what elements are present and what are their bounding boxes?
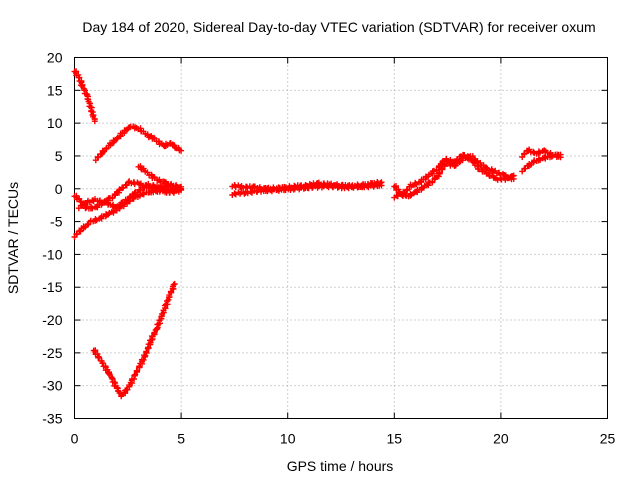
series-b	[92, 123, 185, 164]
y-tick-label: 5	[55, 148, 63, 164]
y-tick-label: -35	[42, 411, 62, 427]
y-tick-label: -30	[42, 378, 62, 394]
series-i	[229, 181, 385, 198]
chart-title: Day 184 of 2020, Sidereal Day-to-day VTE…	[82, 19, 595, 35]
series-m	[519, 151, 564, 175]
series-i-markers	[229, 181, 385, 198]
y-tick-label: 15	[47, 82, 63, 98]
y-tick-label: -15	[42, 279, 62, 295]
x-axis-label: GPS time / hours	[287, 458, 394, 474]
y-tick-label: 10	[47, 115, 63, 131]
x-tick-label: 15	[387, 431, 403, 447]
series-f	[135, 163, 185, 192]
y-tick-label: -20	[42, 312, 62, 328]
y-tick-label: -5	[50, 214, 63, 230]
series-a	[71, 68, 98, 125]
x-tick-label: 0	[71, 431, 79, 447]
grid-lines	[74, 57, 608, 419]
series-k-markers	[391, 151, 517, 201]
y-tick-label: -25	[42, 345, 62, 361]
series-k	[391, 151, 517, 201]
x-tick-label: 10	[280, 431, 296, 447]
plot-frame	[74, 57, 608, 419]
x-tick-label: 20	[493, 431, 509, 447]
x-tick-label: 25	[600, 431, 616, 447]
x-tick-label: 5	[177, 431, 185, 447]
series-g-markers	[90, 280, 178, 400]
series-f-markers	[135, 163, 185, 192]
series-d	[71, 186, 185, 240]
y-tick-label: 20	[47, 50, 63, 66]
data-marks	[71, 68, 564, 400]
series-g	[90, 280, 178, 400]
y-axis-label: SDTVAR / TECUs	[5, 182, 21, 294]
y-tick-label: -10	[42, 246, 62, 262]
axis-ticks: 0 5 10 15 20 25 -35 -30 -25 -20 -15 -10 -5 0 5 10 15 20	[42, 50, 615, 447]
series-m-markers	[519, 151, 564, 175]
series-d-markers	[71, 186, 185, 240]
series-a-markers	[71, 68, 98, 125]
series-b-markers	[92, 123, 185, 164]
y-tick-label: 0	[55, 181, 63, 197]
